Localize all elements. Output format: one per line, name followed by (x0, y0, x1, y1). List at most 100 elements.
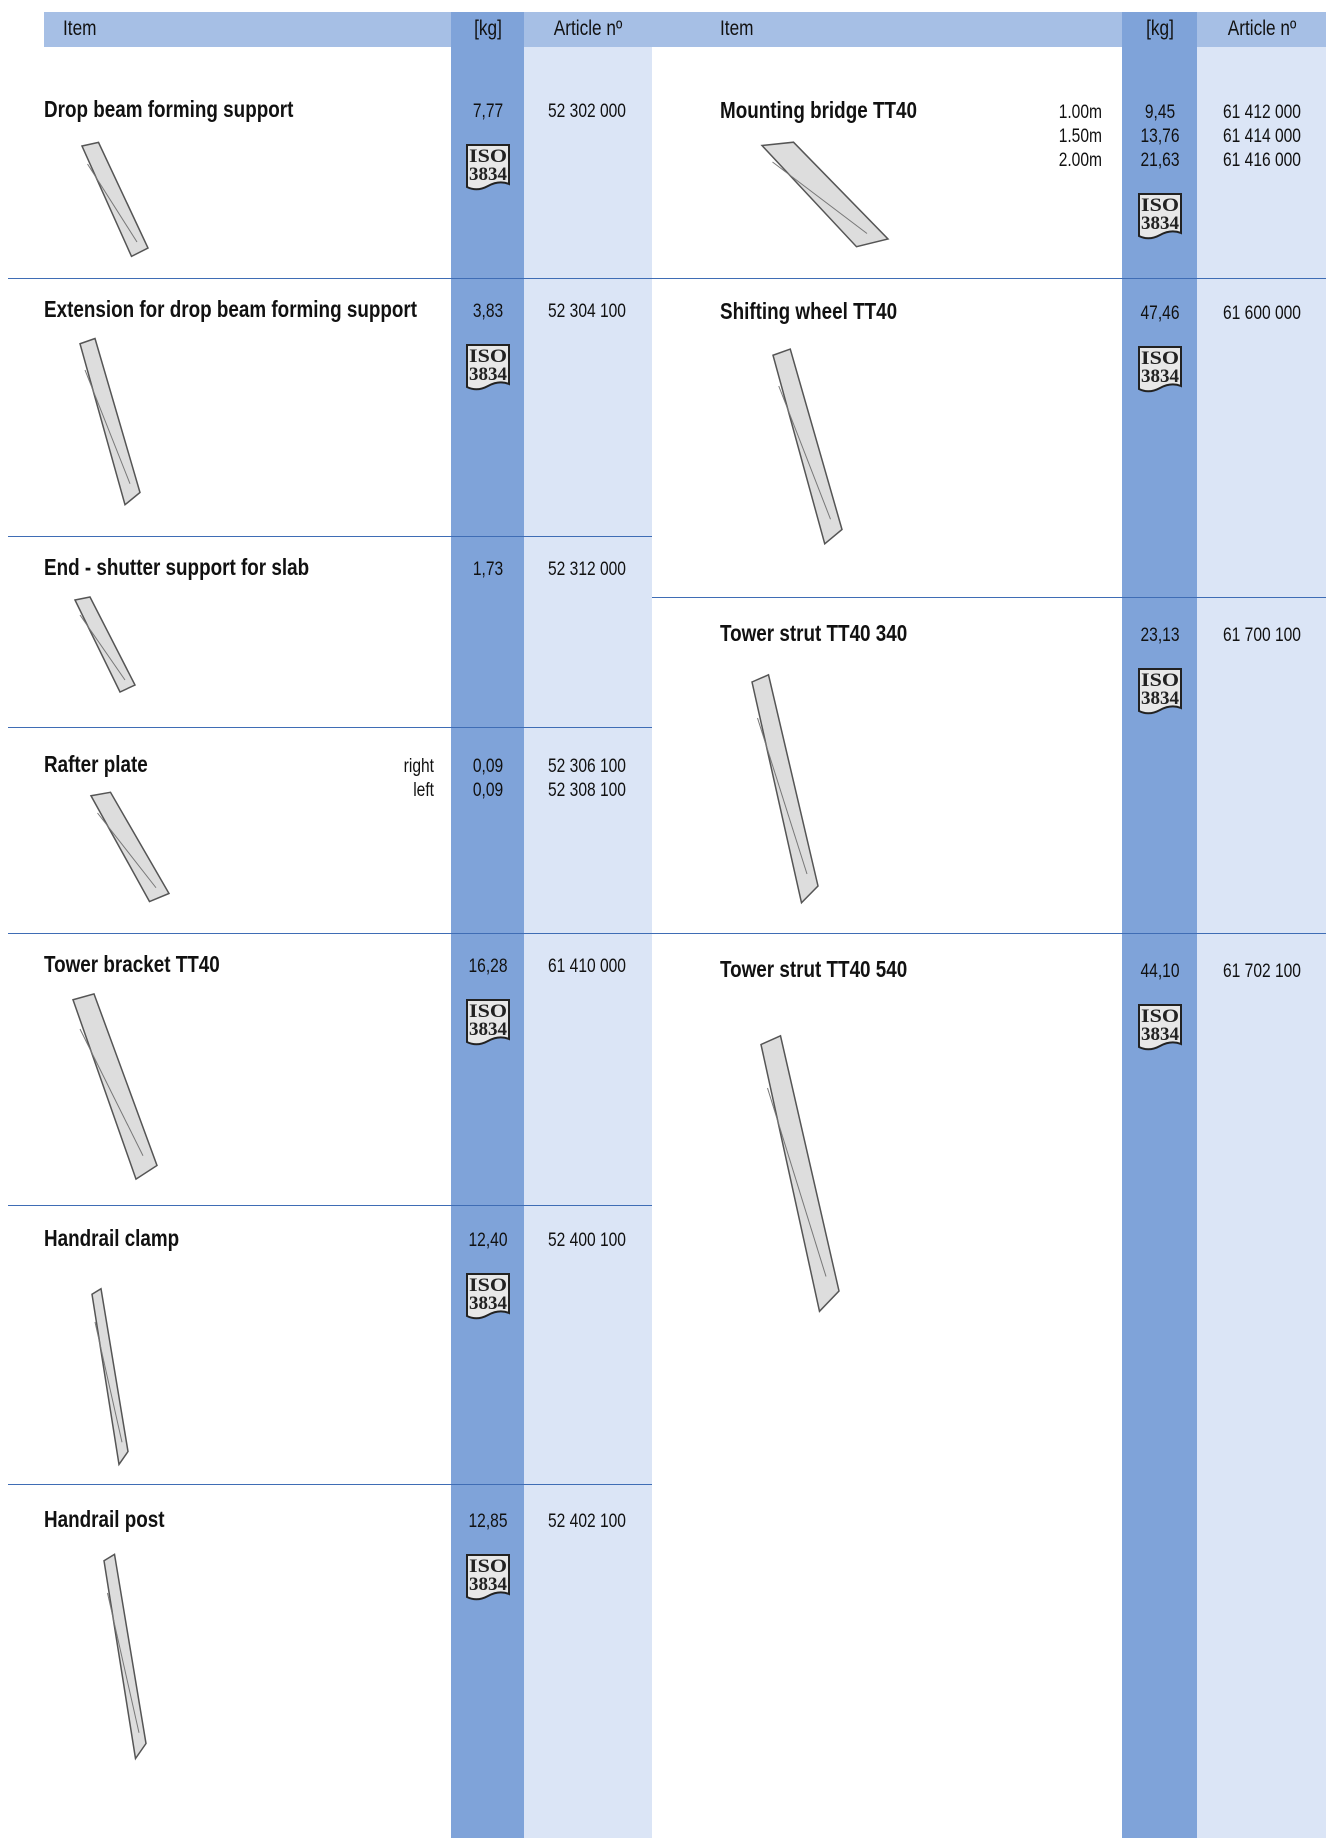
iso-text: ISO (1141, 348, 1179, 369)
item-name: Tower strut TT40 540 (720, 956, 908, 982)
iso-text: 3834 (1141, 213, 1180, 234)
product-image (91, 1287, 129, 1467)
product-image (103, 1553, 147, 1761)
variant: 2.00m (1058, 150, 1102, 171)
article-number: 61 600 000 (1223, 303, 1301, 324)
row-separator (8, 727, 652, 728)
item-name: Shifting wheel TT40 (720, 298, 898, 324)
iso-text: ISO (1141, 1006, 1179, 1027)
product-image (72, 992, 158, 1181)
header-label: Article nº (553, 17, 623, 40)
weight: 23,13 (1140, 625, 1180, 646)
weight: 7,77 (472, 101, 504, 122)
weight: 12,40 (468, 1230, 508, 1251)
weight: 9,45 (1144, 102, 1176, 123)
header-label: [kg] (474, 17, 502, 40)
item-name: Tower strut TT40 340 (720, 620, 908, 646)
article-column (1197, 47, 1326, 1838)
product-image (80, 141, 149, 258)
product-image (79, 337, 141, 507)
iso-text: 3834 (1141, 688, 1180, 709)
row-separator (8, 1205, 652, 1206)
article-column (524, 47, 652, 1838)
row-separator (8, 1484, 652, 1485)
weight: 0,09 (472, 756, 504, 777)
variant: right (403, 756, 434, 777)
iso-text: ISO (1141, 195, 1179, 216)
item-name: Drop beam forming support (44, 96, 294, 122)
item-name: Rafter plate (44, 751, 148, 777)
article-number: 61 412 000 (1223, 102, 1301, 123)
header-label: [kg] (1146, 17, 1174, 40)
iso-text: 3834 (1141, 1024, 1180, 1045)
weight: 1,73 (472, 559, 504, 580)
item-name: Handrail post (44, 1506, 165, 1532)
iso-text: ISO (469, 146, 507, 167)
iso-text: 3834 (469, 1293, 508, 1314)
weight: 13,76 (1140, 126, 1180, 147)
product-image (751, 673, 819, 905)
item-name: Tower bracket TT40 (44, 951, 220, 977)
weight: 21,63 (1140, 150, 1180, 171)
iso-text: ISO (469, 1001, 507, 1022)
row-separator (652, 278, 1326, 279)
item-name: Handrail clamp (44, 1225, 180, 1251)
iso-text: ISO (469, 346, 507, 367)
weight: 0,09 (472, 780, 504, 801)
weight: 3,83 (472, 301, 504, 322)
weight: 44,10 (1140, 961, 1180, 982)
article-number: 61 700 100 (1223, 625, 1301, 646)
variant: 1.50m (1058, 126, 1102, 147)
article-number: 52 308 100 (548, 780, 626, 801)
article-number: 61 702 100 (1223, 961, 1301, 982)
weight: 47,46 (1140, 303, 1180, 324)
article-number: 61 414 000 (1223, 126, 1301, 147)
product-image (760, 141, 890, 248)
row-separator (652, 933, 1326, 934)
iso-text: ISO (469, 1556, 507, 1577)
item-name: Mounting bridge TT40 (720, 97, 917, 123)
iso-text: ISO (469, 1275, 507, 1296)
article-number: 52 302 000 (548, 101, 626, 122)
article-number: 52 306 100 (548, 756, 626, 777)
row-separator (8, 278, 652, 279)
variant: left (413, 780, 434, 801)
variant: 1.00m (1058, 102, 1102, 123)
product-image (760, 1034, 840, 1313)
iso-text: 3834 (469, 1019, 508, 1040)
row-separator (8, 536, 652, 537)
article-number: 61 416 000 (1223, 150, 1301, 171)
product-image (772, 348, 843, 546)
row-separator (652, 597, 1326, 598)
iso-text: 3834 (469, 164, 508, 185)
iso-text: ISO (1141, 670, 1179, 691)
article-number: 61 410 000 (548, 956, 626, 977)
article-number: 52 400 100 (548, 1230, 626, 1251)
header-band (44, 12, 1326, 47)
item-name: Extension for drop beam forming support (44, 296, 418, 322)
iso-text: 3834 (469, 1574, 508, 1595)
article-number: 52 312 000 (548, 559, 626, 580)
kg-column (451, 12, 524, 1838)
kg-column (1122, 12, 1197, 1838)
header-label: Article nº (1227, 17, 1297, 40)
header-label: Item (720, 17, 754, 40)
iso-text: 3834 (469, 364, 508, 385)
iso-text: 3834 (1141, 366, 1180, 387)
product-image (73, 596, 137, 693)
item-name: End - shutter support for slab (44, 554, 310, 580)
product-image (89, 791, 171, 903)
weight: 12,85 (468, 1511, 508, 1532)
article-number: 52 304 100 (548, 301, 626, 322)
header-label: Item (63, 17, 97, 40)
